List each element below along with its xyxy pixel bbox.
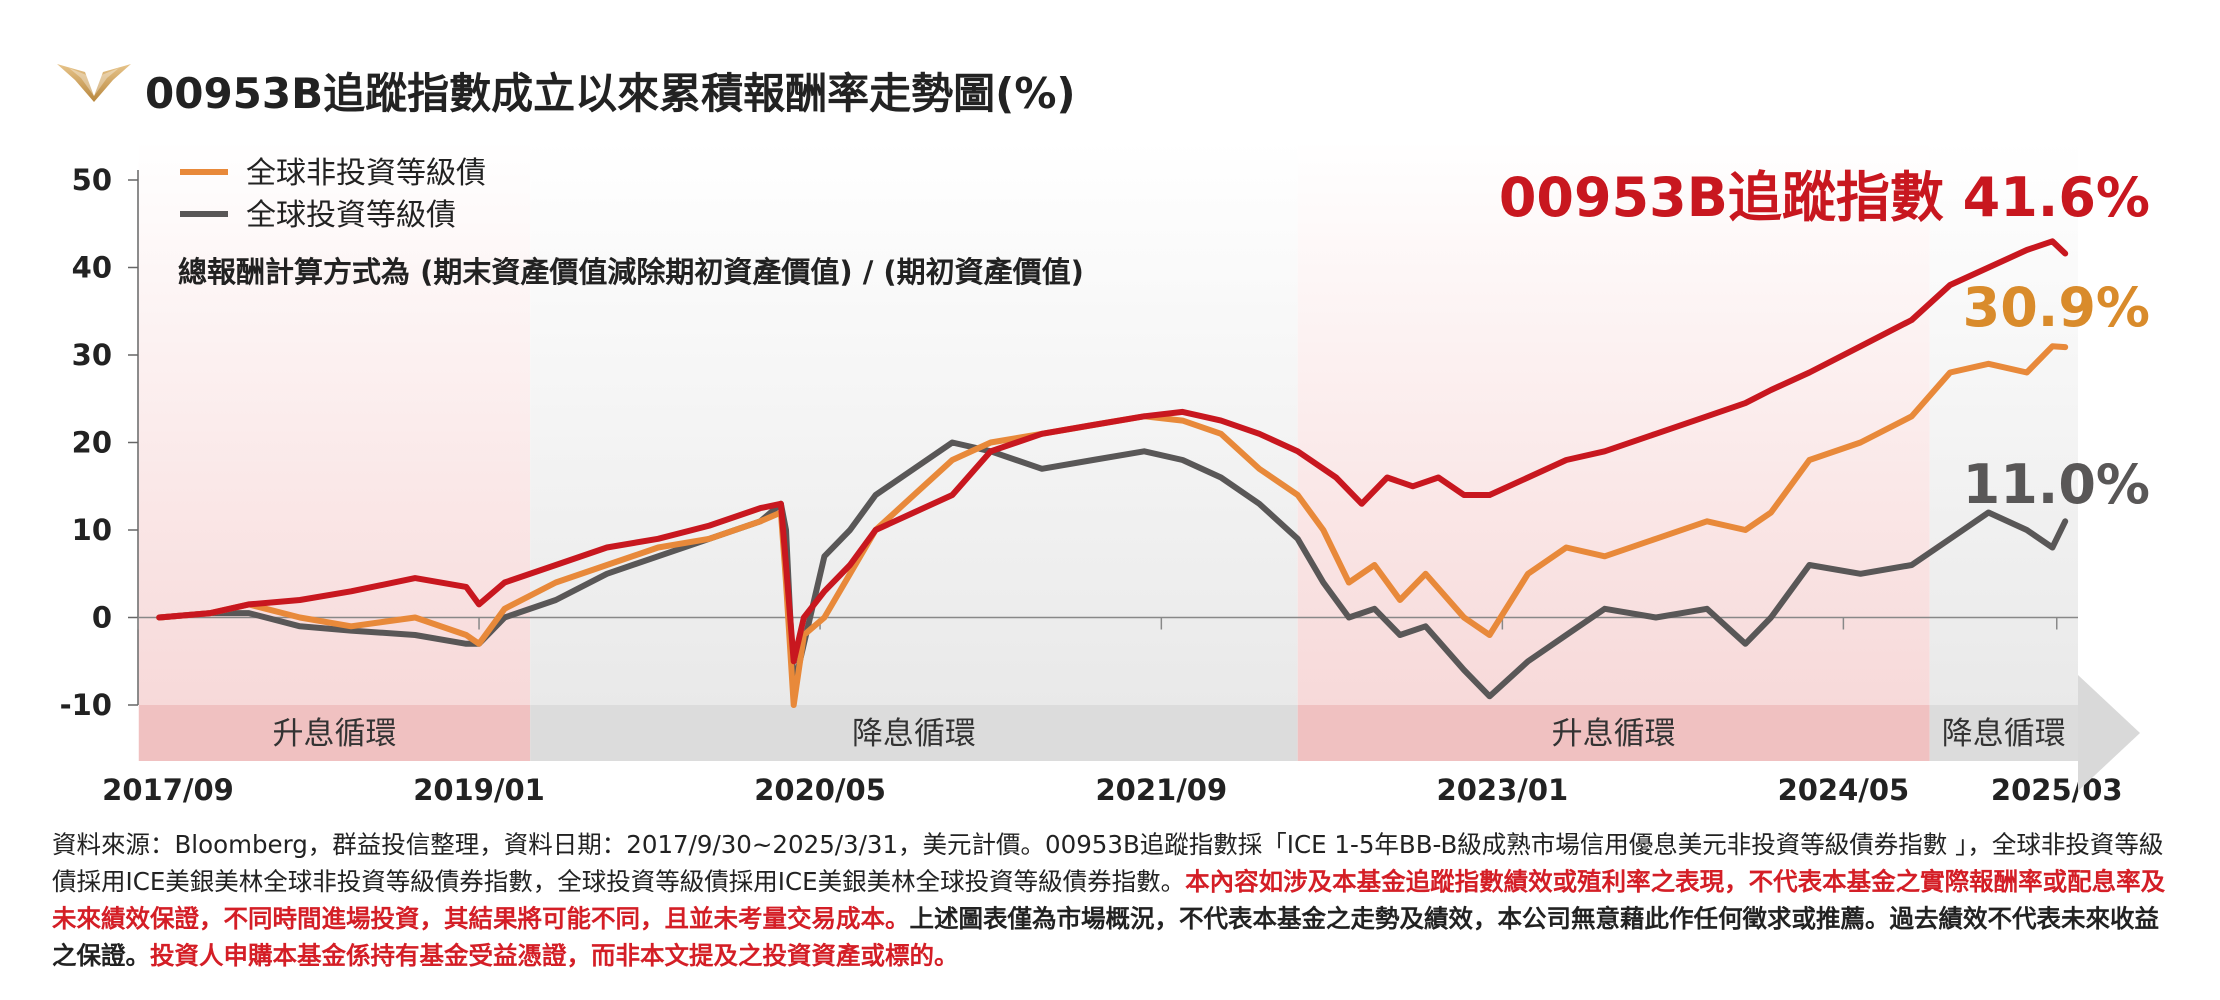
cycle-band-3 xyxy=(1929,705,2078,761)
x-tick-label: 2017/09 xyxy=(102,773,234,807)
legend-label-high-yield: 全球非投資等級債 xyxy=(246,156,486,191)
chart-title: 00953B追蹤指數成立以來累積報酬率走勢圖(%) xyxy=(145,69,1076,118)
timeline-arrow xyxy=(2078,675,2140,791)
y-tick-label: 40 xyxy=(72,251,112,285)
y-tick-label: 30 xyxy=(72,338,112,372)
legend-label-investment-grade: 全球投資等級債 xyxy=(246,198,456,233)
x-tick-label: 2021/09 xyxy=(1096,773,1228,807)
end-label-high-yield: 30.9% xyxy=(1963,276,2150,339)
y-tick-label: 20 xyxy=(72,426,112,460)
y-tick-label: 50 xyxy=(72,163,112,197)
footnote: 資料來源：Bloomberg，群益投信整理，資料日期：2017/9/30~202… xyxy=(52,826,2182,974)
cycle-background-3 xyxy=(1929,140,2078,705)
series-line-2 xyxy=(156,439,2069,700)
cycle-background-1 xyxy=(530,140,1298,705)
y-tick-label: -10 xyxy=(60,688,112,722)
y-tick-label: 10 xyxy=(72,513,112,547)
cycle-label-0: 升息循環 xyxy=(272,716,396,752)
x-tick-label: 2025/03 xyxy=(1991,773,2123,807)
cycle-band-1 xyxy=(530,705,1298,761)
brand-logo xyxy=(55,62,133,106)
footnote-disclaimer-2: 投資人申購本基金係持有基金受益憑證，而非本文提及之投資資產或標的。 xyxy=(150,941,959,970)
y-tick-label: 0 xyxy=(92,601,112,635)
footnote-disclaimer-1: 本內容如涉及本基金追蹤指數績效或殖利率之表現，不代表本基金之實際報酬率或配息率及… xyxy=(52,867,2166,933)
cycle-label-3: 降息循環 xyxy=(1942,716,2066,752)
x-tick-label: 2023/01 xyxy=(1437,773,1569,807)
x-tick-label: 2019/01 xyxy=(413,773,545,807)
series-line-0 xyxy=(156,238,2069,665)
end-label-investment-grade: 11.0% xyxy=(1963,453,2150,516)
cycle-band-0 xyxy=(138,705,531,761)
x-tick-label: 2024/05 xyxy=(1778,773,1910,807)
end-label-index: 00953B追蹤指數 41.6% xyxy=(1499,166,2150,229)
x-tick-label: 2020/05 xyxy=(754,773,886,807)
cycle-label-2: 升息循環 xyxy=(1552,716,1676,752)
cycle-band-2 xyxy=(1297,705,1930,761)
formula-note: 總報酬計算方式為 (期末資產價值減除期初資產價值) / (期初資產價值) xyxy=(178,255,1084,289)
footnote-source: 資料來源：Bloomberg，群益投信整理，資料日期：2017/9/30~202… xyxy=(52,830,2164,896)
chart-area: 50 40 30 20 10 0 -10 2017/09 2019/01 2020/05 2021/… xyxy=(60,140,2150,807)
cycle-label-1: 降息循環 xyxy=(852,716,976,752)
footnote-note: 上述圖表僅為市場概況，不代表本基金之走勢及績效，本公司無意藉此作任何徵求或推薦。… xyxy=(52,904,2159,970)
